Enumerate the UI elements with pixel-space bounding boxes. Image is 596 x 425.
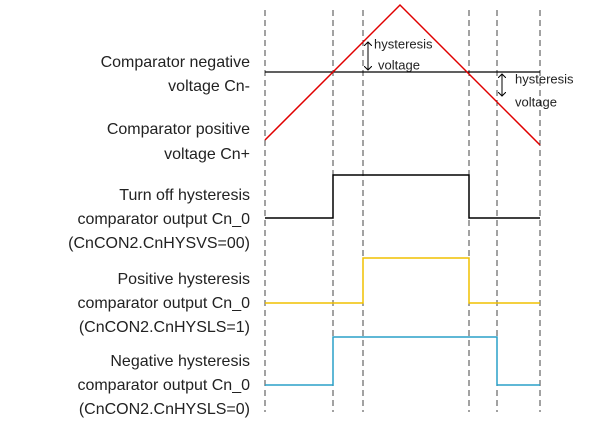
signal-label: voltage Cn+ (164, 146, 250, 163)
waveform (265, 174, 540, 219)
signal-label: voltage Cn- (168, 78, 250, 95)
signal-label: (CnCON2.CnHYSLS=1) (79, 319, 250, 336)
signal-label: comparator output Cn_0 (77, 377, 250, 394)
annotation: hysteresis (374, 36, 433, 51)
annotation: voltage (378, 57, 420, 72)
signal-label: Negative hysteresis (110, 353, 250, 370)
signal-label: Positive hysteresis (118, 271, 251, 288)
signal-label: Comparator positive (107, 121, 250, 138)
waveform (265, 336, 540, 386)
waveform (265, 257, 540, 304)
signal-label: (CnCON2.CnHYSVS=00) (68, 235, 250, 252)
annotation: voltage (515, 94, 557, 109)
signal-label: Comparator negative (101, 54, 251, 71)
signal-label: Turn off hysteresis (119, 187, 250, 204)
signal-label: comparator output Cn_0 (77, 211, 250, 228)
signal-label: comparator output Cn_0 (77, 295, 250, 312)
cn-plus-line (264, 3, 541, 146)
annotation: hysteresis (515, 71, 574, 86)
signal-label: (CnCON2.CnHYSLS=0) (79, 401, 250, 418)
